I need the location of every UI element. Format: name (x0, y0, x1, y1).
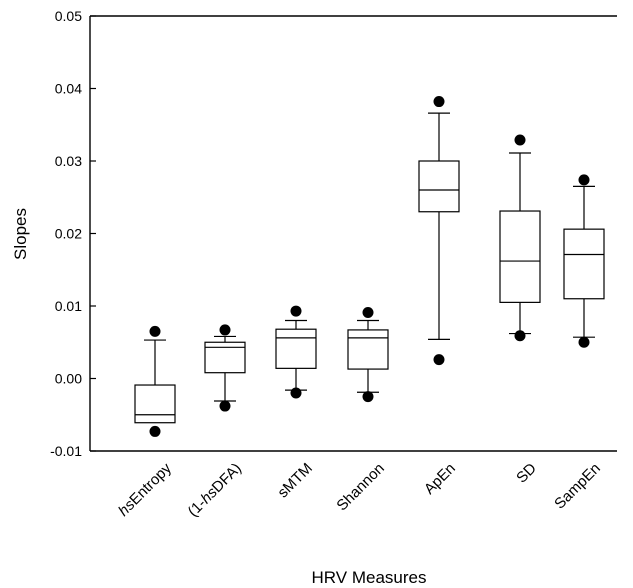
x-category-label: sMTM (275, 460, 316, 501)
x-category-label: hsEntropy (115, 460, 175, 520)
outlier-point (290, 387, 302, 399)
y-tick-label: 0.01 (55, 298, 82, 314)
y-tick-label: 0.04 (55, 81, 82, 97)
outlier-point (433, 96, 445, 108)
x-category-label: ApEn (421, 460, 459, 498)
box-iqr (499, 210, 541, 303)
y-tick-label: -0.01 (50, 443, 82, 459)
box-SampEn (563, 174, 605, 348)
box-sMTM (275, 305, 317, 399)
outlier-point (362, 307, 374, 319)
x-axis-tick-labels: hsEntropy (1-hsDFA) sMTM Shannon ApEn SD SampE… (115, 460, 604, 521)
x-axis-title: HRV Measures (312, 568, 427, 587)
outlier-point (514, 330, 526, 342)
box-iqr (563, 228, 605, 300)
outlier-point (362, 391, 374, 403)
outlier-point (290, 305, 302, 317)
x-category-label: Shannon (334, 460, 388, 514)
x-category-label: (1-hsDFA) (185, 460, 245, 520)
outlier-point (578, 174, 590, 186)
outlier-point (514, 134, 526, 146)
box-iqr (134, 384, 176, 424)
outlier-point (433, 354, 445, 366)
outlier-point (149, 325, 161, 337)
box-Shannon (347, 307, 389, 403)
y-tick-label: 0.05 (55, 8, 82, 24)
outlier-point (149, 425, 161, 437)
x-category-label: SampEn (551, 460, 604, 513)
box-series (134, 96, 605, 437)
y-axis-ticks: -0.01 0.00 0.01 0.02 0.03 0.04 0.05 (50, 8, 96, 459)
box-hsEntropy (134, 325, 176, 437)
y-axis-title: Slopes (11, 208, 30, 260)
box-(1-hsDFA) (204, 324, 246, 412)
box-iqr (418, 160, 460, 213)
x-category-label: SD (513, 460, 540, 487)
y-tick-label: 0.02 (55, 226, 82, 242)
outlier-point (578, 336, 590, 348)
outlier-point (219, 324, 231, 336)
y-tick-label: 0.00 (55, 371, 82, 387)
outlier-point (219, 400, 231, 412)
box-iqr (347, 329, 389, 370)
box-ApEn (418, 96, 460, 366)
box-iqr (275, 328, 317, 369)
box-SD (499, 134, 541, 342)
y-tick-label: 0.03 (55, 153, 82, 169)
